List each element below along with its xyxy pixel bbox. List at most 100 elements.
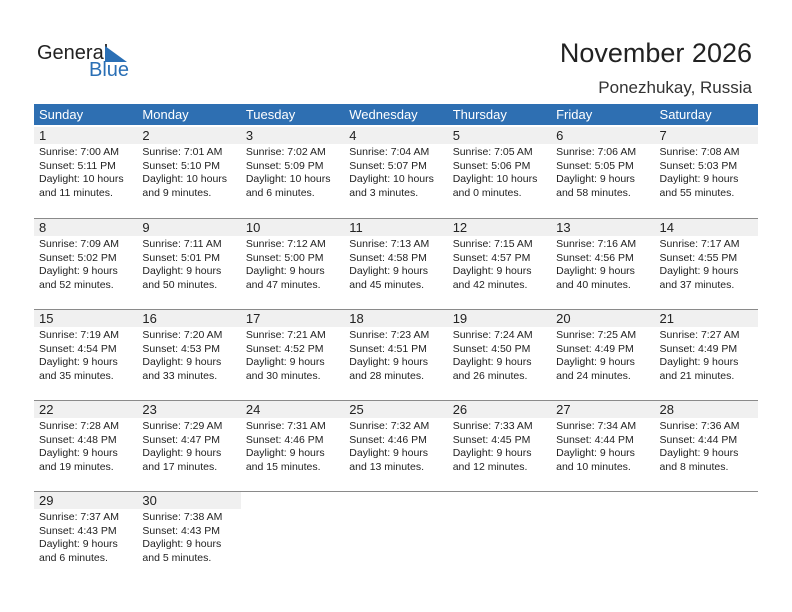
daylight1-text: Daylight: 9 hours [142, 447, 222, 459]
day-number: 9 [142, 220, 150, 235]
page-title: November 2026 [559, 38, 752, 68]
sunrise-text: Sunrise: 7:12 AM [245, 238, 326, 250]
sunrise-text: Sunrise: 7:06 AM [556, 146, 637, 158]
sunrise-text: Sunrise: 7:29 AM [142, 420, 223, 432]
sunset-text: Sunset: 5:00 PM [245, 251, 324, 264]
daylight1-text: Daylight: 10 hours [452, 173, 538, 185]
day-number-band: 15 16 17 18 19 20 21 [34, 309, 758, 327]
sunrise-text: Sunrise: 7:02 AM [245, 146, 326, 158]
logo: General Blue [37, 42, 137, 82]
day-number: 7 [659, 128, 667, 143]
day-cell: Sunrise: 7:25 AM Sunset: 4:49 PM Daylight:… [551, 327, 654, 383]
sunrise-text: Sunrise: 7:13 AM [349, 238, 430, 250]
daylight1-text: Daylight: 9 hours [349, 356, 429, 368]
day-number-band: 22 23 24 25 26 27 28 [34, 400, 758, 418]
daylight2-text: and 17 minutes. [142, 460, 218, 473]
day-number: 2 [142, 128, 150, 143]
daylight2-text: and 52 minutes. [39, 278, 114, 291]
day-cell: Sunrise: 7:32 AM Sunset: 4:46 PM Daylight:… [344, 418, 447, 474]
sunset-text: Sunset: 4:46 PM [349, 433, 427, 446]
day-number: 25 [349, 402, 364, 417]
logo-text-general: General [37, 42, 109, 64]
sunset-text: Sunset: 5:03 PM [659, 159, 738, 172]
daylight2-text: and 12 minutes. [452, 460, 528, 473]
daylight2-text: and 3 minutes. [349, 186, 419, 199]
sunset-text: Sunset: 4:49 PM [659, 342, 738, 355]
daylight2-text: and 8 minutes. [659, 460, 729, 473]
daylight2-text: and 35 minutes. [39, 369, 114, 382]
day-cell: Sunrise: 7:21 AM Sunset: 4:52 PM Daylight:… [241, 327, 344, 383]
daylight2-text: and 21 minutes. [659, 369, 735, 382]
sunset-text: Sunset: 5:09 PM [245, 159, 324, 172]
sunrise-text: Sunrise: 7:23 AM [349, 329, 430, 341]
day-cell: Sunrise: 7:05 AM Sunset: 5:06 PM Daylight:… [448, 144, 551, 200]
day-cell: Sunrise: 7:11 AM Sunset: 5:01 PM Daylight:… [137, 236, 240, 292]
sunrise-text: Sunrise: 7:37 AM [39, 511, 119, 523]
daylight1-text: Daylight: 9 hours [39, 447, 118, 459]
daylight2-text: and 19 minutes. [39, 460, 114, 473]
sunset-text: Sunset: 4:47 PM [142, 433, 221, 446]
day-number: 13 [556, 220, 571, 235]
day-cell: Sunrise: 7:16 AM Sunset: 4:56 PM Daylight:… [551, 236, 654, 292]
daylight1-text: Daylight: 9 hours [659, 356, 739, 368]
sunrise-text: Sunrise: 7:36 AM [659, 420, 740, 432]
logo-triangle-icon [105, 46, 127, 62]
day-number-band: 1 2 3 4 5 6 7 [34, 127, 758, 144]
daylight2-text: and 13 minutes. [349, 460, 424, 473]
sunset-text: Sunset: 4:57 PM [452, 251, 531, 264]
day-cell: Sunrise: 7:15 AM Sunset: 4:57 PM Daylight:… [448, 236, 551, 292]
daylight1-text: Daylight: 10 hours [349, 173, 434, 185]
sunset-text: Sunset: 4:43 PM [39, 524, 117, 537]
day-cell: Sunrise: 7:19 AM Sunset: 4:54 PM Daylight:… [34, 327, 137, 383]
day-number: 14 [659, 220, 674, 235]
sunrise-text: Sunrise: 7:00 AM [39, 146, 119, 158]
sunset-text: Sunset: 4:43 PM [142, 524, 221, 537]
sunset-text: Sunset: 4:46 PM [245, 433, 324, 446]
sunset-text: Sunset: 5:01 PM [142, 251, 221, 264]
day-cell: Sunrise: 7:17 AM Sunset: 4:55 PM Daylight:… [655, 236, 758, 292]
sunrise-text: Sunrise: 7:16 AM [556, 238, 637, 250]
day-cell: Sunrise: 7:29 AM Sunset: 4:47 PM Daylight:… [137, 418, 240, 474]
sunrise-text: Sunrise: 7:05 AM [452, 146, 533, 158]
sunset-text: Sunset: 5:05 PM [556, 159, 634, 172]
sunrise-text: Sunrise: 7:20 AM [142, 329, 223, 341]
weekday-saturday: Saturday [659, 107, 712, 122]
daylight2-text: and 24 minutes. [556, 369, 631, 382]
day-cell: Sunrise: 7:08 AM Sunset: 5:03 PM Daylight:… [655, 144, 758, 200]
day-cell: Sunrise: 7:01 AM Sunset: 5:10 PM Daylight:… [137, 144, 240, 200]
day-details-row: Sunrise: 7:37 AM Sunset: 4:43 PM Daylight:… [34, 509, 758, 565]
daylight2-text: and 55 minutes. [659, 186, 735, 199]
sunrise-text: Sunrise: 7:25 AM [556, 329, 637, 341]
week-row: 1 2 3 4 5 6 7 Sunrise: 7:00 AM Sunset: 5:11 PM Da… [34, 127, 758, 217]
daylight1-text: Daylight: 9 hours [142, 356, 222, 368]
daylight1-text: Daylight: 9 hours [452, 265, 532, 277]
week-row: 29 30 Sunrise: 7:37 AM Sunset: 4:43 PM Dayli… [34, 491, 758, 581]
daylight1-text: Daylight: 9 hours [142, 538, 222, 550]
day-cell: Sunrise: 7:28 AM Sunset: 4:48 PM Daylight:… [34, 418, 137, 474]
weekday-monday: Monday [142, 107, 189, 122]
daylight2-text: and 42 minutes. [452, 278, 528, 291]
day-cell: Sunrise: 7:12 AM Sunset: 5:00 PM Daylight:… [241, 236, 344, 292]
daylight2-text: and 10 minutes. [556, 460, 631, 473]
sunset-text: Sunset: 4:50 PM [452, 342, 531, 355]
day-cell: Sunrise: 7:27 AM Sunset: 4:49 PM Daylight:… [655, 327, 758, 383]
day-cell: Sunrise: 7:06 AM Sunset: 5:05 PM Daylight:… [551, 144, 654, 200]
sunset-text: Sunset: 4:54 PM [39, 342, 117, 355]
daylight1-text: Daylight: 9 hours [245, 447, 325, 459]
daylight1-text: Daylight: 9 hours [39, 265, 118, 277]
day-number: 11 [349, 220, 363, 235]
daylight2-text: and 37 minutes. [659, 278, 735, 291]
day-number: 29 [39, 493, 54, 508]
daylight1-text: Daylight: 9 hours [556, 173, 635, 185]
daylight2-text: and 9 minutes. [142, 186, 212, 199]
week-row: 15 16 17 18 19 20 21 Sunrise: 7:19 AM Sunset: 4:… [34, 309, 758, 399]
day-details-row: Sunrise: 7:28 AM Sunset: 4:48 PM Daylight:… [34, 418, 758, 474]
weekday-sunday: Sunday [39, 107, 84, 122]
daylight2-text: and 0 minutes. [452, 186, 522, 199]
sunset-text: Sunset: 4:44 PM [659, 433, 738, 446]
day-cell: Sunrise: 7:34 AM Sunset: 4:44 PM Daylight:… [551, 418, 654, 474]
sunrise-text: Sunrise: 7:01 AM [142, 146, 223, 158]
weekday-thursday: Thursday [452, 107, 507, 122]
daylight2-text: and 47 minutes. [245, 278, 321, 291]
sunset-text: Sunset: 5:02 PM [39, 251, 117, 264]
